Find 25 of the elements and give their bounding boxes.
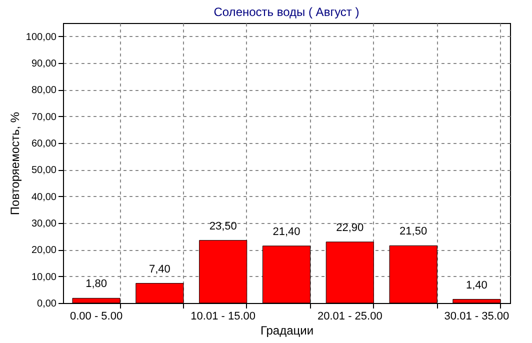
y-tick-label: 70,00 xyxy=(31,112,57,123)
x-tick-label: 0.00 - 5.00 xyxy=(70,310,123,322)
y-axis-title: Повторяемость, % xyxy=(8,112,22,216)
y-tick-label: 10,00 xyxy=(31,272,57,283)
chart-title: Соленость воды ( Август ) xyxy=(214,5,360,19)
data-label: 7,40 xyxy=(148,263,170,276)
data-label: 1,40 xyxy=(466,279,488,292)
x-axis-title: Градации xyxy=(260,324,314,338)
y-tick-label: 90,00 xyxy=(31,58,57,70)
y-tick-label: 100,00 xyxy=(26,32,57,43)
data-label: 21,50 xyxy=(400,226,428,238)
data-label: 22,90 xyxy=(336,222,364,234)
data-label: 23,50 xyxy=(209,220,237,232)
x-tick-label: 10.01 - 15.00 xyxy=(190,310,256,322)
x-tick-label: 30.01 - 35.00 xyxy=(444,310,510,322)
y-tick-label: 50,00 xyxy=(31,165,57,176)
data-label: 1,80 xyxy=(86,278,107,290)
y-tick-label: 20,00 xyxy=(31,245,57,256)
data-label: 21,40 xyxy=(272,226,300,238)
y-tick-label: 80,00 xyxy=(31,85,57,96)
y-tick-label: 60,00 xyxy=(31,138,57,150)
y-tick-label: 0,00 xyxy=(37,298,57,310)
y-tick-label: 40,00 xyxy=(31,192,57,203)
x-tick-label: 20.01 - 25.00 xyxy=(317,310,382,322)
y-tick-label: 30,00 xyxy=(31,218,57,230)
